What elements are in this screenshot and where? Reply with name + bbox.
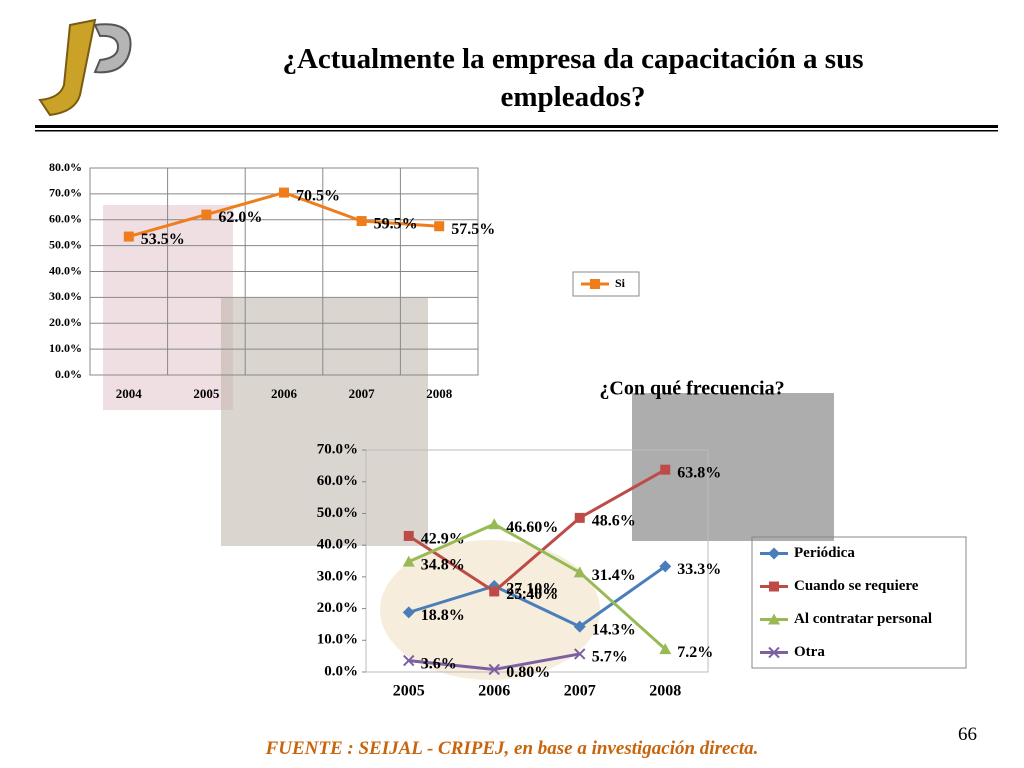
- data-label: 57.5%: [451, 221, 495, 238]
- x-tick-label: 2006: [271, 386, 298, 401]
- point: [659, 643, 672, 655]
- legend-label: Si: [615, 276, 626, 290]
- data-label: 25.40%: [506, 586, 558, 603]
- legend-label: Al contratar personal: [794, 611, 932, 627]
- y-tick-label: 40.0%: [317, 537, 358, 553]
- x-tick-label: 2007: [349, 386, 376, 401]
- x-tick-label: 2005: [193, 386, 220, 401]
- y-tick-label: 20.0%: [317, 600, 358, 616]
- point: [403, 530, 414, 541]
- point: [659, 560, 672, 573]
- data-label: 63.8%: [677, 464, 721, 481]
- y-tick-label: 10.0%: [49, 341, 82, 355]
- data-label: 5.7%: [592, 649, 628, 666]
- point: [574, 512, 585, 523]
- legend-label: Periódica: [794, 545, 855, 561]
- x-tick-label: 2005: [393, 683, 425, 700]
- legend-box: [572, 271, 640, 297]
- y-tick-label: 60.0%: [49, 212, 82, 226]
- point: [402, 555, 415, 567]
- y-tick-label: 70.0%: [317, 441, 358, 457]
- point: [488, 518, 501, 530]
- data-label: 7.2%: [677, 644, 713, 661]
- legend-label: Cuando se requiere: [794, 578, 919, 594]
- x-tick-label: 2007: [564, 683, 596, 700]
- data-label: 62.0%: [218, 209, 262, 226]
- photo: [380, 540, 600, 680]
- point: [356, 216, 367, 227]
- data-label: 59.5%: [374, 216, 418, 233]
- rule: [35, 130, 998, 132]
- data-label: 46.60%: [506, 519, 558, 536]
- y-tick-label: 50.0%: [49, 237, 82, 251]
- slide-title: ¿Actualmente la empresa da capacitación …: [282, 43, 864, 113]
- rule: [35, 125, 998, 128]
- point: [573, 620, 586, 633]
- y-tick-label: 60.0%: [317, 473, 358, 489]
- y-tick-label: 30.0%: [49, 289, 82, 303]
- point: [403, 654, 415, 667]
- data-label: 48.6%: [592, 513, 636, 530]
- photo: [221, 298, 428, 546]
- point: [489, 586, 500, 597]
- point: [768, 613, 780, 625]
- point: [201, 209, 212, 220]
- series-line: [408, 565, 667, 629]
- x-tick-label: 2008: [426, 386, 453, 401]
- legend-label: Otra: [794, 644, 825, 660]
- y-tick-label: 0.0%: [324, 663, 358, 679]
- series-line: [408, 522, 667, 651]
- point: [769, 581, 779, 592]
- data-label: 70.5%: [296, 187, 340, 204]
- legend-box: [751, 536, 967, 669]
- data-label: 14.3%: [592, 621, 636, 638]
- point: [488, 663, 500, 676]
- data-label: 53.5%: [141, 231, 185, 248]
- y-tick-label: 30.0%: [317, 568, 358, 584]
- source: FUENTE : SEIJAL - CRIPEJ, en base a inve…: [265, 738, 759, 759]
- point: [434, 221, 445, 232]
- y-tick-label: 40.0%: [49, 263, 82, 277]
- x-tick-label: 2008: [649, 683, 681, 700]
- data-label: 27.10%: [506, 581, 558, 598]
- data-label: 3.6%: [421, 655, 457, 672]
- y-tick-label: 70.0%: [49, 186, 82, 200]
- y-tick-label: 10.0%: [317, 632, 358, 648]
- point: [660, 464, 671, 475]
- point: [768, 646, 780, 659]
- y-tick-label: 20.0%: [49, 315, 82, 329]
- chart-title: ¿Con qué frecuencia?: [599, 378, 784, 400]
- x-tick-label: 2004: [116, 386, 143, 401]
- x-tick-label: 2006: [478, 683, 510, 700]
- page-number: 66: [958, 724, 977, 745]
- point: [768, 547, 780, 560]
- point: [590, 279, 600, 289]
- y-tick-label: 80.0%: [49, 160, 82, 174]
- point: [402, 606, 415, 619]
- point: [123, 231, 134, 242]
- y-tick-label: 0.0%: [55, 367, 82, 381]
- logo: [38, 18, 132, 117]
- y-tick-label: 50.0%: [317, 505, 358, 521]
- data-label: 18.8%: [421, 607, 465, 624]
- data-label: 34.8%: [421, 556, 465, 573]
- point: [573, 566, 586, 578]
- point: [574, 648, 586, 660]
- data-label: 0.80%: [506, 664, 550, 681]
- point: [279, 187, 289, 198]
- data-label: 33.3%: [677, 561, 721, 578]
- series-line: [407, 468, 666, 594]
- data-label: 31.4%: [592, 567, 636, 584]
- plot-frame: [365, 449, 709, 673]
